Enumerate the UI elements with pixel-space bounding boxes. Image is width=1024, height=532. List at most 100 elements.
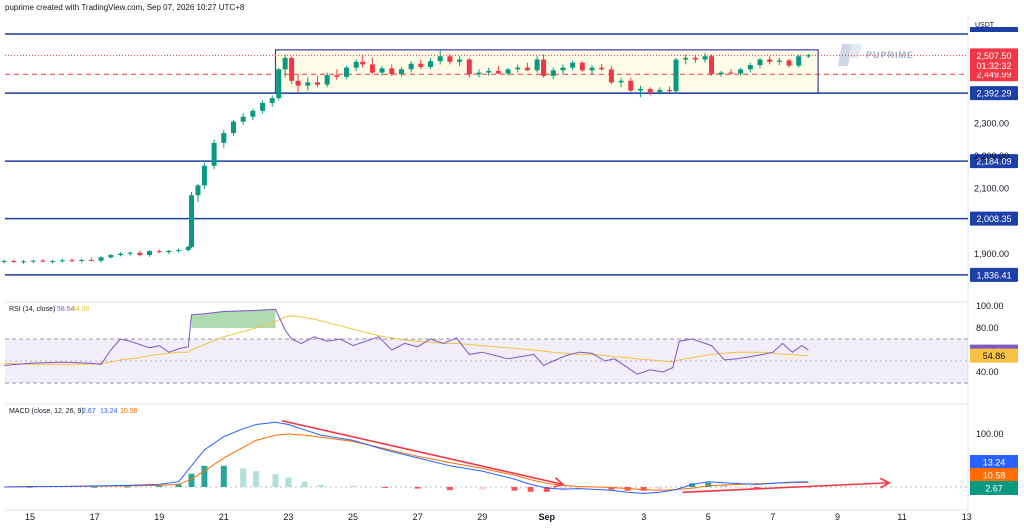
candle [767, 59, 773, 62]
candle [369, 64, 375, 73]
macd-histogram-bar [689, 483, 696, 487]
candle [738, 69, 744, 74]
candle [673, 59, 679, 92]
currency-label: USDT [975, 22, 995, 29]
candle [683, 57, 689, 60]
candle [560, 67, 566, 71]
macd-hist-bg [970, 455, 1018, 469]
macd-value-label: 2.67 [985, 484, 1003, 494]
candle [515, 67, 521, 70]
candle [282, 57, 288, 70]
macd-histogram-bar [414, 487, 421, 489]
candle [137, 252, 143, 256]
candle [805, 55, 811, 57]
time-tick-label: 29 [477, 512, 487, 522]
rsi-ma-bg [970, 348, 1018, 363]
candle [79, 259, 85, 261]
candle [534, 59, 540, 71]
candle [702, 56, 708, 60]
level-label: 2,392.29 [976, 89, 1011, 99]
macd-histogram-bar [91, 486, 98, 488]
candle [108, 255, 114, 258]
chart-header: puprime created with TradingView.com, Se… [5, 3, 245, 12]
macd-legend-signal: 10.58 [120, 408, 138, 415]
macd-tick-label: 100.00 [976, 429, 1004, 439]
macd-histogram-bar [446, 487, 453, 491]
candle [776, 60, 782, 62]
macd-histogram-bar [240, 468, 247, 487]
candle [201, 165, 207, 186]
candle [230, 121, 236, 134]
candle [505, 69, 511, 74]
candle [59, 260, 65, 262]
macd-signal-label: 10.58 [983, 471, 1006, 481]
time-tick-label: 9 [835, 512, 840, 522]
macd-histogram-bar [272, 474, 279, 487]
macd-histogram-bar [301, 481, 308, 487]
candle [117, 253, 123, 256]
candle [398, 69, 404, 75]
candle [305, 82, 311, 86]
brand-logo [838, 44, 862, 66]
candle [360, 61, 366, 65]
macd-histogram-bar [479, 487, 486, 490]
time-tick-label: 23 [283, 512, 293, 522]
time-tick-label: 5 [706, 512, 711, 522]
candle [389, 68, 395, 75]
macd-histogram-bar [188, 473, 195, 487]
time-tick-label: 3 [641, 512, 646, 522]
macd-histogram-bar [123, 486, 130, 488]
candle [11, 260, 17, 262]
candle [608, 69, 614, 83]
price-tick-label: 2,200.00 [974, 151, 1009, 161]
time-tick-label: Sep [539, 512, 556, 522]
candle [589, 67, 595, 71]
macd-histogram-bar [608, 487, 615, 490]
candle [69, 260, 75, 262]
time-tick-label: 21 [219, 512, 229, 522]
current-price-label: 2,507.50 [976, 51, 1011, 61]
candle [88, 259, 94, 261]
macd-histogram-bar [543, 487, 550, 492]
divergence-arrow [682, 481, 890, 494]
candle [418, 63, 424, 68]
candle [796, 56, 802, 66]
candle [21, 261, 27, 263]
level-label: 2,184.09 [976, 157, 1011, 167]
price-tick-label: 1,900.00 [974, 249, 1009, 259]
rsi-title: RSI (14, close) [9, 306, 55, 313]
rsi-tick-label: 40.00 [976, 367, 999, 377]
macd-histogram-bar [527, 487, 534, 492]
candle [550, 70, 556, 76]
candle [476, 72, 482, 75]
macd-value-bg [970, 481, 1018, 495]
time-tick-label: 19 [154, 512, 164, 522]
candle [50, 260, 56, 262]
macd-histogram-bar [705, 482, 712, 487]
candle [599, 67, 605, 70]
price-tick-label: 2,300.00 [974, 118, 1009, 128]
macd-histogram-bar [253, 471, 260, 487]
candle [457, 59, 463, 62]
macd-histogram-bar [201, 465, 208, 487]
time-tick-label: 17 [90, 512, 100, 522]
candle [570, 62, 576, 68]
candle [98, 257, 104, 261]
candle [147, 251, 153, 256]
time-tick-label: 27 [413, 512, 423, 522]
level-label-bg [970, 154, 1018, 169]
candle [718, 72, 724, 75]
macd-title: MACD (close, 12, 26, 9) [9, 408, 84, 415]
level-label-bg [970, 211, 1018, 226]
candle [276, 69, 282, 99]
rsi-ma-label: 54.86 [983, 351, 1006, 361]
candle [353, 61, 359, 68]
macd-histogram-bar [511, 487, 518, 491]
macd-legend-hist: 13.24 [100, 408, 118, 415]
candle [185, 246, 191, 251]
price-tick-label: 2,100.00 [974, 184, 1009, 194]
candle [628, 80, 634, 91]
macd-histogram-bar [27, 486, 33, 488]
candle [166, 250, 172, 253]
